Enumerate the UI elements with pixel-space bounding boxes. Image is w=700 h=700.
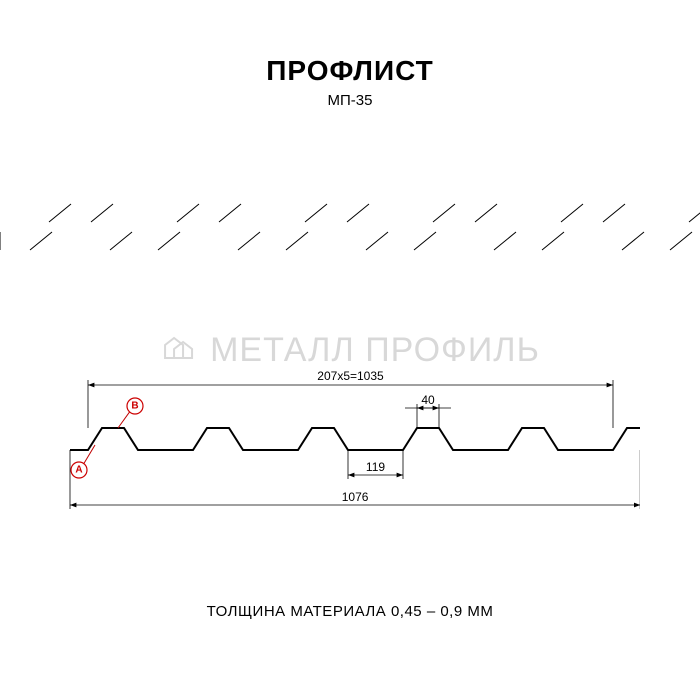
- svg-text:A: A: [75, 465, 82, 476]
- page-title: ПРОФЛИСТ: [0, 55, 700, 87]
- svg-text:B: B: [131, 401, 138, 412]
- svg-text:207х5=1035: 207х5=1035: [317, 369, 384, 383]
- svg-text:119: 119: [366, 460, 385, 474]
- svg-text:40: 40: [421, 393, 435, 407]
- section-drawing: 207х5=103540119351076BA: [60, 360, 640, 550]
- model-code: МП-35: [0, 92, 700, 109]
- isometric-drawing: [0, 160, 700, 290]
- thickness-note: ТОЛЩИНА МАТЕРИАЛА 0,45 – 0,9 ММ: [0, 603, 700, 620]
- svg-text:1076: 1076: [342, 490, 369, 504]
